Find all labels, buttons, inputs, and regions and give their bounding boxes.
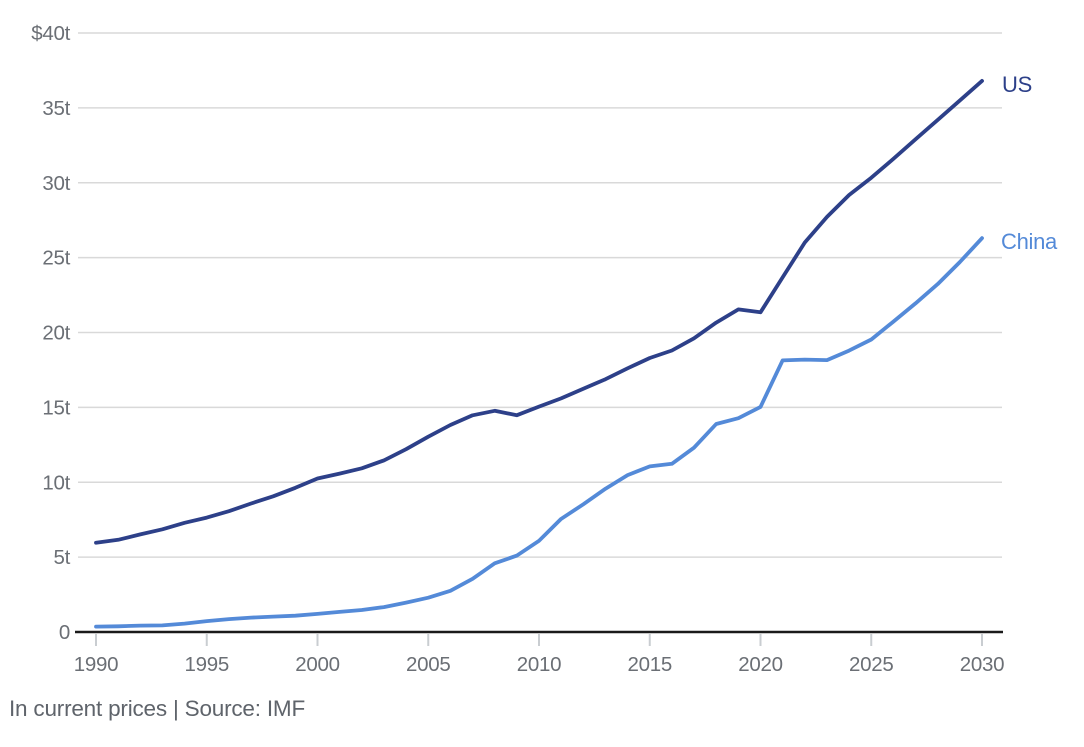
series-label-china: China [1001,229,1057,254]
x-tick-label: 2030 [960,653,1004,676]
y-tick-label: 5t [54,546,71,569]
y-tick-label: 10t [42,471,70,494]
x-tick-label: 1990 [74,653,118,676]
y-tick-label: 30t [42,172,70,195]
x-tick-label: 2015 [628,653,672,676]
y-tick-label: $40t [31,22,70,45]
series-line-us [94,79,984,545]
series-label-us: US [1002,72,1032,97]
x-tick-label: 2005 [406,653,450,676]
y-tick-label: 25t [42,247,70,270]
y-tick-label: 35t [42,97,70,120]
x-tick-label: 2025 [849,653,893,676]
x-tick-label: 2000 [295,653,339,676]
y-tick-label: 20t [42,322,70,345]
y-tick-label: 0 [59,621,70,644]
x-tick-label: 2010 [517,653,561,676]
x-tick-label: 1995 [185,653,229,676]
chart-caption: In current prices | Source: IMF [9,696,305,721]
y-tick-label: 15t [42,396,70,419]
series-line-china [94,236,984,629]
x-tick-label: 2020 [738,653,782,676]
